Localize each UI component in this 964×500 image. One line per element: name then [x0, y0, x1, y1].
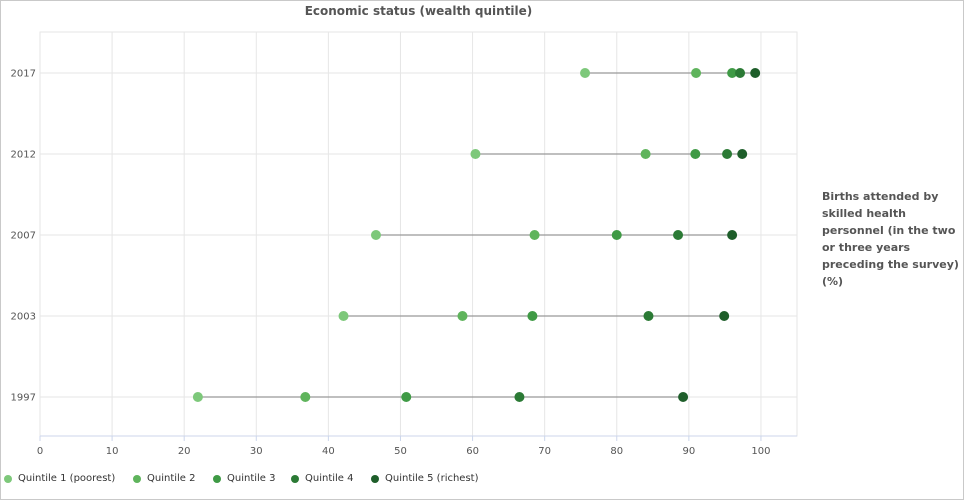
- data-point: [192, 392, 203, 402]
- data-point: [580, 68, 591, 78]
- y-axis-note: Births attended by skilled health person…: [822, 190, 959, 288]
- data-point: [690, 149, 701, 159]
- data-point: [300, 392, 311, 402]
- data-point: [529, 230, 540, 240]
- x-tick-label: 50: [394, 446, 407, 457]
- legend-marker-icon: [133, 475, 141, 483]
- legend-label: Quintile 2: [147, 473, 196, 484]
- x-tick-label: 60: [466, 446, 479, 457]
- data-point: [514, 392, 525, 402]
- legend-label: Quintile 3: [227, 473, 276, 484]
- data-point: [691, 68, 702, 78]
- x-tick-label: 100: [751, 446, 770, 457]
- legend-marker-icon: [291, 475, 299, 483]
- data-point: [673, 230, 684, 240]
- x-tick-label: 0: [37, 446, 43, 457]
- data-point: [611, 230, 622, 240]
- legend-label: Quintile 5 (richest): [385, 473, 479, 484]
- x-tick-label: 90: [682, 446, 695, 457]
- data-point: [338, 311, 349, 321]
- legend-label: Quintile 1 (poorest): [18, 473, 116, 484]
- legend-label: Quintile 4: [305, 473, 354, 484]
- legend-marker-icon: [4, 475, 12, 483]
- data-point: [727, 68, 738, 78]
- y-category-label: 2007: [11, 231, 36, 242]
- data-point: [719, 311, 730, 321]
- data-point: [401, 392, 412, 402]
- chart-title: Economic status (wealth quintile): [304, 4, 533, 18]
- data-point: [457, 311, 468, 321]
- y-category-label: 2017: [11, 69, 36, 80]
- data-point: [370, 230, 381, 240]
- data-point: [678, 392, 689, 402]
- y-category-label: 2012: [11, 150, 36, 161]
- data-point: [643, 311, 654, 321]
- y-category-label: 2003: [11, 312, 36, 323]
- data-point: [722, 149, 733, 159]
- y-category-label: 1997: [11, 393, 36, 404]
- x-tick-label: 30: [250, 446, 263, 457]
- x-tick-label: 40: [322, 446, 335, 457]
- data-point: [470, 149, 481, 159]
- plot-area: [39, 31, 798, 437]
- legend-marker-icon: [213, 475, 221, 483]
- x-tick-label: 80: [610, 446, 623, 457]
- x-tick-label: 70: [538, 446, 551, 457]
- x-tick-label: 20: [178, 446, 191, 457]
- legend-marker-icon: [371, 475, 379, 483]
- data-point: [735, 68, 746, 78]
- data-point: [737, 149, 748, 159]
- data-point: [527, 311, 538, 321]
- x-tick-label: 10: [106, 446, 119, 457]
- data-point: [727, 230, 738, 240]
- data-point: [750, 68, 761, 78]
- data-point: [640, 149, 651, 159]
